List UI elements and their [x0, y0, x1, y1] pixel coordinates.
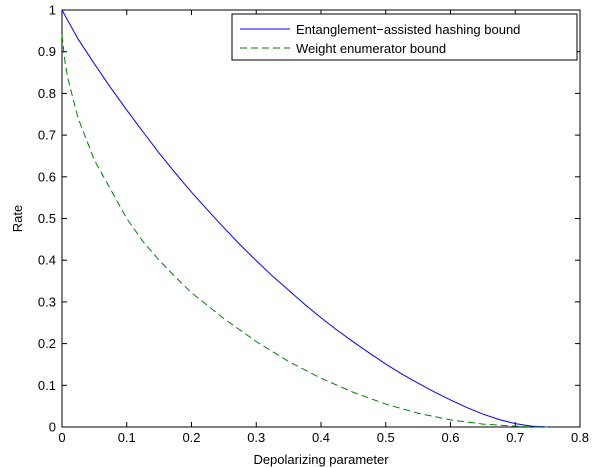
series-line-1 — [61, 34, 548, 428]
y-tick-label: 0.4 — [38, 253, 56, 268]
y-tick-label: 0.2 — [38, 336, 56, 351]
y-tick-label: 0.9 — [38, 44, 56, 59]
x-tick-label: 0.7 — [506, 430, 524, 445]
x-axis-label: Depolarizing parameter — [253, 452, 389, 467]
x-tick-label: 0.3 — [247, 430, 265, 445]
plot-frame — [61, 9, 581, 428]
y-tick-label: 0.8 — [38, 86, 56, 101]
x-tick-label: 0.6 — [441, 430, 459, 445]
plot-area — [61, 9, 581, 428]
series-layer — [61, 9, 548, 428]
y-axis-label: Rate — [10, 205, 25, 232]
y-tick-label: 0.5 — [38, 211, 56, 226]
y-tick-label: 0.3 — [38, 294, 56, 309]
legend-label-1: Weight enumerator bound — [296, 41, 446, 56]
x-tick-label: 0.4 — [312, 430, 330, 445]
x-tick-label: 0.2 — [182, 430, 200, 445]
y-tick-label: 1 — [49, 3, 56, 18]
legend-box — [231, 13, 578, 61]
legend: Entanglement−assisted hashing bound Weigh… — [231, 13, 578, 61]
x-tick-label: 0 — [58, 430, 65, 445]
y-tick-label: 0.6 — [38, 169, 56, 184]
x-axis: 0 0.1 0.2 0.3 0.4 0.5 0.6 0.7 0.8 — [58, 10, 589, 445]
y-axis: 0 0.1 0.2 0.3 0.4 0.5 0.6 0.7 0.8 0.9 1 — [38, 3, 580, 435]
x-tick-label: 0.1 — [118, 430, 136, 445]
legend-label-0: Entanglement−assisted hashing bound — [296, 22, 520, 37]
series-line-0 — [61, 9, 548, 428]
y-tick-label: 0.1 — [38, 378, 56, 393]
y-tick-label: 0.7 — [38, 128, 56, 143]
x-tick-label: 0.5 — [377, 430, 395, 445]
y-tick-label: 0 — [49, 420, 56, 435]
x-tick-label: 0.8 — [571, 430, 589, 445]
